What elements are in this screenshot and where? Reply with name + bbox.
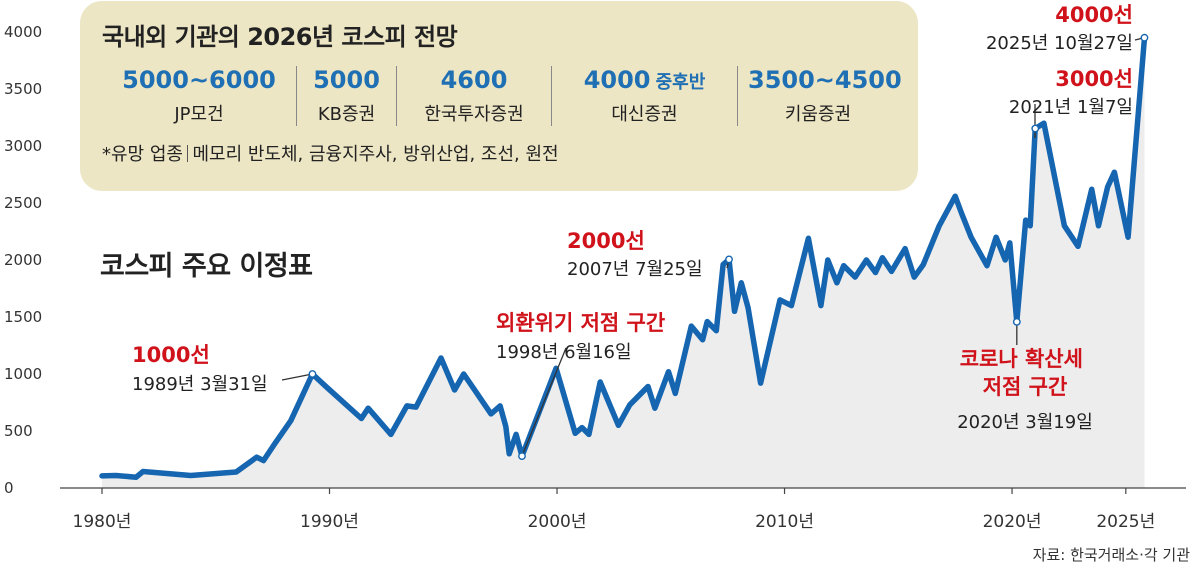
annotation-date-4000: 2025년 10월27일: [986, 33, 1133, 54]
forecast-value: 4000: [583, 66, 651, 94]
forecast-institution: 대신증권: [611, 104, 678, 125]
forecast-item: 4600 한국투자증권: [397, 66, 552, 126]
forecast-item: 5000~6000 JP모건: [102, 66, 297, 126]
annotation-date-3000: 2021년 1월7일: [1009, 97, 1133, 118]
x-tick-label: 1990년: [300, 512, 359, 532]
y-tick-label: 4000: [4, 23, 42, 41]
annotation-date-covid: 2020년 3월19일: [957, 412, 1093, 433]
y-tick-label: 2500: [4, 194, 42, 212]
annotation-leader-1000: [281, 373, 313, 381]
x-tick-label: 1980년: [73, 512, 132, 532]
y-tick-label: 1500: [4, 308, 42, 326]
x-tick-label: 2000년: [528, 512, 587, 532]
y-tick-label: 0: [4, 479, 14, 497]
annotation-marker: [1031, 124, 1040, 133]
forecast-value: 4600: [440, 66, 508, 94]
y-tick-label: 3000: [4, 137, 42, 155]
note-label: *유망 업종: [102, 144, 183, 165]
forecast-item: 4000 중후반 대신증권: [552, 66, 738, 126]
forecast-institution: JP모건: [174, 104, 224, 125]
annotation-date-1000: 1989년 3월31일: [132, 374, 268, 395]
forecast-info-box: 국내외 기관의 2026년 코스피 전망 5000~6000 JP모건 5000…: [80, 1, 918, 191]
annotation-marker: [1140, 33, 1149, 42]
annotation-marker: [308, 370, 317, 378]
line-area-fill: [102, 37, 1145, 488]
forecast-item: 5000 KB증권: [297, 66, 397, 126]
annotation-label-crisis: 외환위기 저점 구간: [496, 311, 665, 335]
forecast-box-title: 국내외 기관의 2026년 코스피 전망: [102, 23, 458, 51]
note-text: 메모리 반도체, 금융지주사, 방위산업, 조선, 원전: [192, 144, 559, 165]
y-axis-ticks: 0 500 1000 1500 2000 2500 3000 3500 4000: [4, 23, 42, 497]
y-tick-label: 3500: [4, 80, 42, 98]
y-tick-label: 1000: [4, 365, 42, 383]
forecast-institution: 키움증권: [784, 104, 852, 125]
annotation-marker: [518, 452, 526, 460]
annotation-markers: [308, 33, 1149, 460]
annotation-label-4000: 4000선: [1055, 3, 1133, 27]
y-tick-label: 2000: [4, 251, 42, 269]
x-axis-ticks: 1980년 1990년 2000년 2010년 2020년 2025년: [73, 488, 1155, 532]
forecast-item: 3500~4500 키움증권: [738, 66, 902, 126]
note-divider: [186, 145, 189, 162]
annotation-marker: [1012, 318, 1021, 326]
forecast-value-suffix: 중후반: [655, 72, 706, 93]
forecast-institution: 한국투자증권: [424, 104, 524, 125]
annotation-label-2000: 2000선: [567, 229, 645, 253]
forecast-institution: KB증권: [317, 104, 376, 125]
forecast-list: 5000~6000 JP모건 5000 KB증권 4600 한국투자증권 400…: [102, 66, 902, 126]
x-tick-label: 2025년: [1096, 512, 1155, 532]
x-tick-label: 2010년: [755, 512, 814, 532]
forecast-value: 5000: [313, 66, 380, 94]
promising-sectors-note: *유망 업종 메모리 반도체, 금융지주사, 방위산업, 조선, 원전: [102, 140, 898, 166]
y-tick-label: 500: [4, 422, 33, 440]
kospi-series-line: [99, 34, 1148, 480]
annotation-date-2000: 2007년 7월25일: [567, 259, 703, 280]
annotation-leader-crisis: [521, 347, 567, 457]
source-note: 자료: 한국거래소·각 기관: [1033, 546, 1191, 564]
chart-title: 코스피 주요 이정표: [100, 251, 313, 282]
forecast-value: 5000~6000: [122, 66, 276, 94]
annotation-label-1000: 1000선: [132, 343, 210, 367]
annotation-label-3000: 3000선: [1055, 67, 1133, 91]
annotation-date-crisis: 1998년 6월16일: [496, 342, 632, 363]
annotation-label-covid: 코로나 확산세 저점 구간: [960, 347, 1091, 399]
x-tick-label: 2020년: [983, 512, 1042, 532]
forecast-value: 3500~4500: [748, 66, 902, 94]
annotation-marker: [725, 255, 733, 264]
